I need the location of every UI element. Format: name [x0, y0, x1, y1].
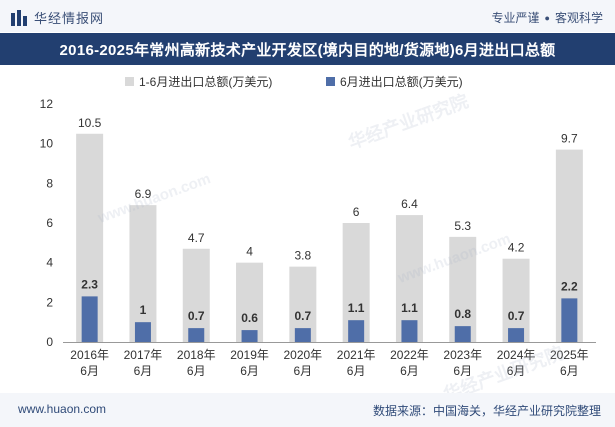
- bar-series2: [561, 298, 578, 342]
- slogan-dot: ●: [544, 12, 550, 23]
- bar-series2: [188, 328, 205, 342]
- x-tick-label: 2021年: [337, 348, 376, 362]
- slogan-right: 客观科学: [554, 11, 603, 25]
- y-tick-label: 4: [46, 256, 53, 270]
- x-tick-label: 2019年: [230, 348, 269, 362]
- bar-logo-icon: [11, 9, 27, 26]
- y-tick-label: 0: [46, 335, 53, 349]
- data-label-series2: 0.7: [295, 309, 312, 323]
- x-tick-label: 2024年: [497, 348, 536, 362]
- legend-label-series1: 1-6月进出口总额(万美元): [139, 75, 272, 89]
- data-label-series1: 5.3: [454, 219, 471, 233]
- brand[interactable]: 华经情报网: [10, 8, 104, 27]
- y-tick-label: 8: [46, 176, 53, 190]
- x-tick-label: 6月: [507, 364, 526, 378]
- legend-swatch-series2: [326, 77, 335, 86]
- data-label-series1: 4: [246, 245, 253, 259]
- data-label-series2: 1: [140, 303, 147, 317]
- x-tick-label: 6月: [560, 364, 579, 378]
- bar-series2: [454, 326, 471, 342]
- bar-series2: [348, 320, 365, 342]
- x-tick-label: 6月: [240, 364, 259, 378]
- x-tick-label: 6月: [80, 364, 99, 378]
- data-label-series2: 0.8: [454, 307, 471, 321]
- bar-series2: [134, 322, 151, 342]
- data-label-series2: 1.1: [348, 301, 365, 315]
- slogan-left: 专业严谨: [491, 11, 540, 25]
- footer-source: 数据来源：中国海关，华经产业研究院整理: [372, 404, 601, 418]
- bar-series2: [81, 296, 98, 342]
- bar-series1: [449, 236, 477, 342]
- bar-series2: [294, 328, 311, 342]
- x-tick-label: 6月: [347, 364, 366, 378]
- brand-name: 华经情报网: [34, 11, 105, 26]
- slogan: 专业严谨 ● 客观科学: [492, 9, 603, 26]
- data-label-series2: 2.2: [561, 279, 578, 293]
- y-tick-label: 2: [46, 295, 53, 309]
- data-label-series2: 0.7: [508, 309, 525, 323]
- x-tick-label: 2025年: [550, 348, 589, 362]
- bar-series2: [241, 330, 258, 342]
- y-tick-label: 12: [40, 97, 54, 111]
- data-label-series2: 1.1: [401, 301, 418, 315]
- legend-swatch-series1: [125, 77, 134, 86]
- data-label-series1: 4.7: [188, 231, 205, 245]
- x-tick-label: 2020年: [283, 348, 322, 362]
- x-tick-label: 6月: [294, 364, 313, 378]
- x-tick-label: 6月: [400, 364, 419, 378]
- x-tick-label: 2018年: [177, 348, 216, 362]
- data-label-series1: 6.9: [135, 187, 152, 201]
- y-tick-label: 10: [40, 137, 54, 151]
- data-label-series2: 0.7: [188, 309, 205, 323]
- chart-title: 2016-2025年常州高新技术产业开发区(境内目的地/货源地)6月进出口总额: [59, 41, 556, 59]
- data-label-series1: 6: [353, 205, 360, 219]
- data-label-series1: 10.5: [78, 116, 102, 130]
- bar-series1: [182, 248, 210, 342]
- data-label-series2: 2.3: [81, 277, 98, 291]
- x-tick-label: 2017年: [124, 348, 163, 362]
- bar-series1: [129, 205, 157, 342]
- bar-series1: [236, 262, 264, 342]
- data-label-series1: 6.4: [401, 197, 418, 211]
- x-tick-label: 2023年: [443, 348, 482, 362]
- x-tick-label: 6月: [187, 364, 206, 378]
- footer: www.huaon.com 数据来源：中国海关，华经产业研究院整理: [0, 393, 615, 427]
- footer-url[interactable]: www.huaon.com: [18, 402, 107, 416]
- y-tick-label: 6: [46, 216, 53, 230]
- top-bar: 华经情报网 专业严谨 ● 客观科学: [0, 0, 615, 32]
- title-bar: 2016-2025年常州高新技术产业开发区(境内目的地/货源地)6月进出口总额: [0, 33, 615, 65]
- bar-series2: [508, 328, 525, 342]
- legend-label-series2: 6月进出口总额(万美元): [340, 75, 463, 89]
- x-tick-label: 2022年: [390, 348, 429, 362]
- x-tick-label: 2016年: [70, 348, 109, 362]
- bar-series2: [401, 320, 418, 342]
- data-label-series1: 9.7: [561, 132, 578, 146]
- x-tick-label: 6月: [453, 364, 472, 378]
- bar-chart: 1-6月进出口总额(万美元) 6月进出口总额(万美元) 0 2 4 6 8 10 12 10.5 2…: [40, 75, 596, 378]
- data-label-series1: 3.8: [295, 249, 312, 263]
- data-label-series1: 4.2: [508, 241, 525, 255]
- data-label-series2: 0.6: [241, 311, 258, 325]
- x-tick-label: 6月: [134, 364, 153, 378]
